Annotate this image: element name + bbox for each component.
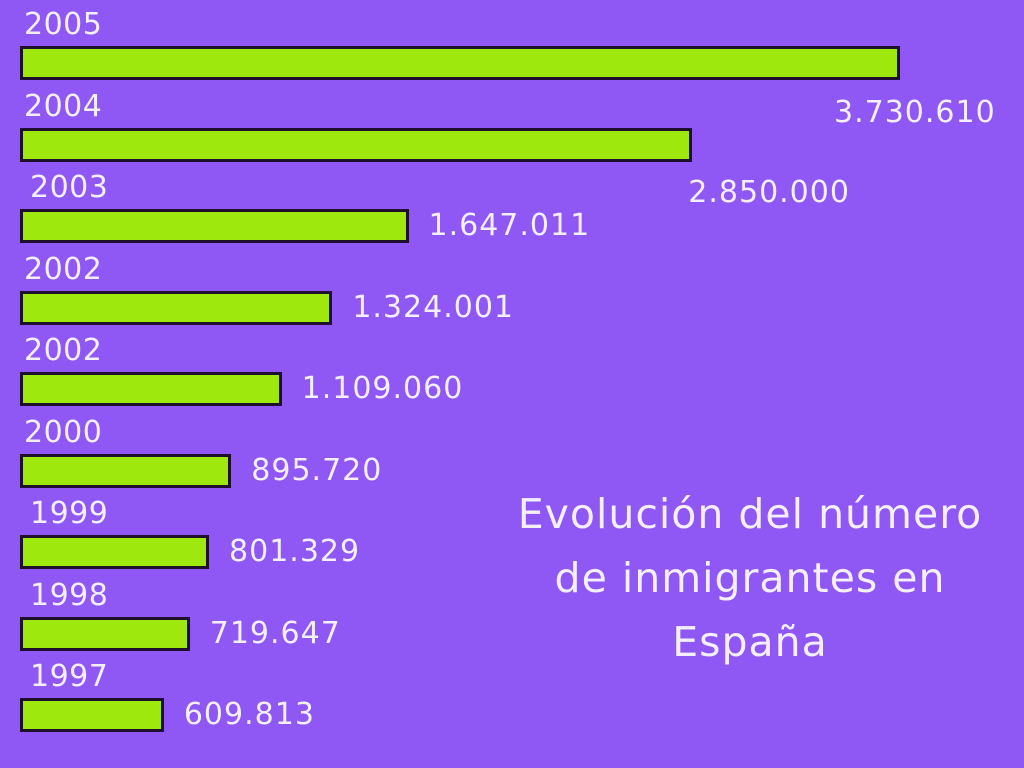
year-label: 2005 [24,7,103,42]
chart-title: Evolución del número de inmigrantes en E… [490,482,1010,674]
bar [20,535,210,569]
bar [20,290,333,325]
bar [20,209,409,243]
value-label: 895.720 [251,452,383,488]
chart-title-line-1: Evolución del número [517,490,983,538]
value-label: 801.329 [229,534,361,569]
bar [20,127,693,162]
year-label: 1998 [30,577,109,613]
year-label: 2000 [24,414,103,450]
year-label: 2004 [24,88,103,124]
year-label: 1999 [30,496,109,531]
bar [20,453,232,488]
year-label: 1997 [30,659,109,694]
chart-title-line-3: España [672,618,828,666]
value-label: 1.647.011 [428,208,591,243]
bar [20,372,282,406]
year-label: 2002 [24,251,103,287]
value-label: 609.813 [183,697,315,732]
year-label: 2002 [24,333,103,368]
value-label: 3.730.610 [834,95,996,130]
year-label: 2003 [30,170,109,205]
chart-title-line-2: de inmigrantes en [554,554,946,602]
bar [20,698,164,732]
value-label: 719.647 [209,615,341,651]
value-label: 2.850.000 [688,174,850,210]
value-label: 1.109.060 [301,371,464,406]
bar [20,616,190,651]
bar [20,46,900,80]
value-label: 1.324.001 [352,289,514,325]
